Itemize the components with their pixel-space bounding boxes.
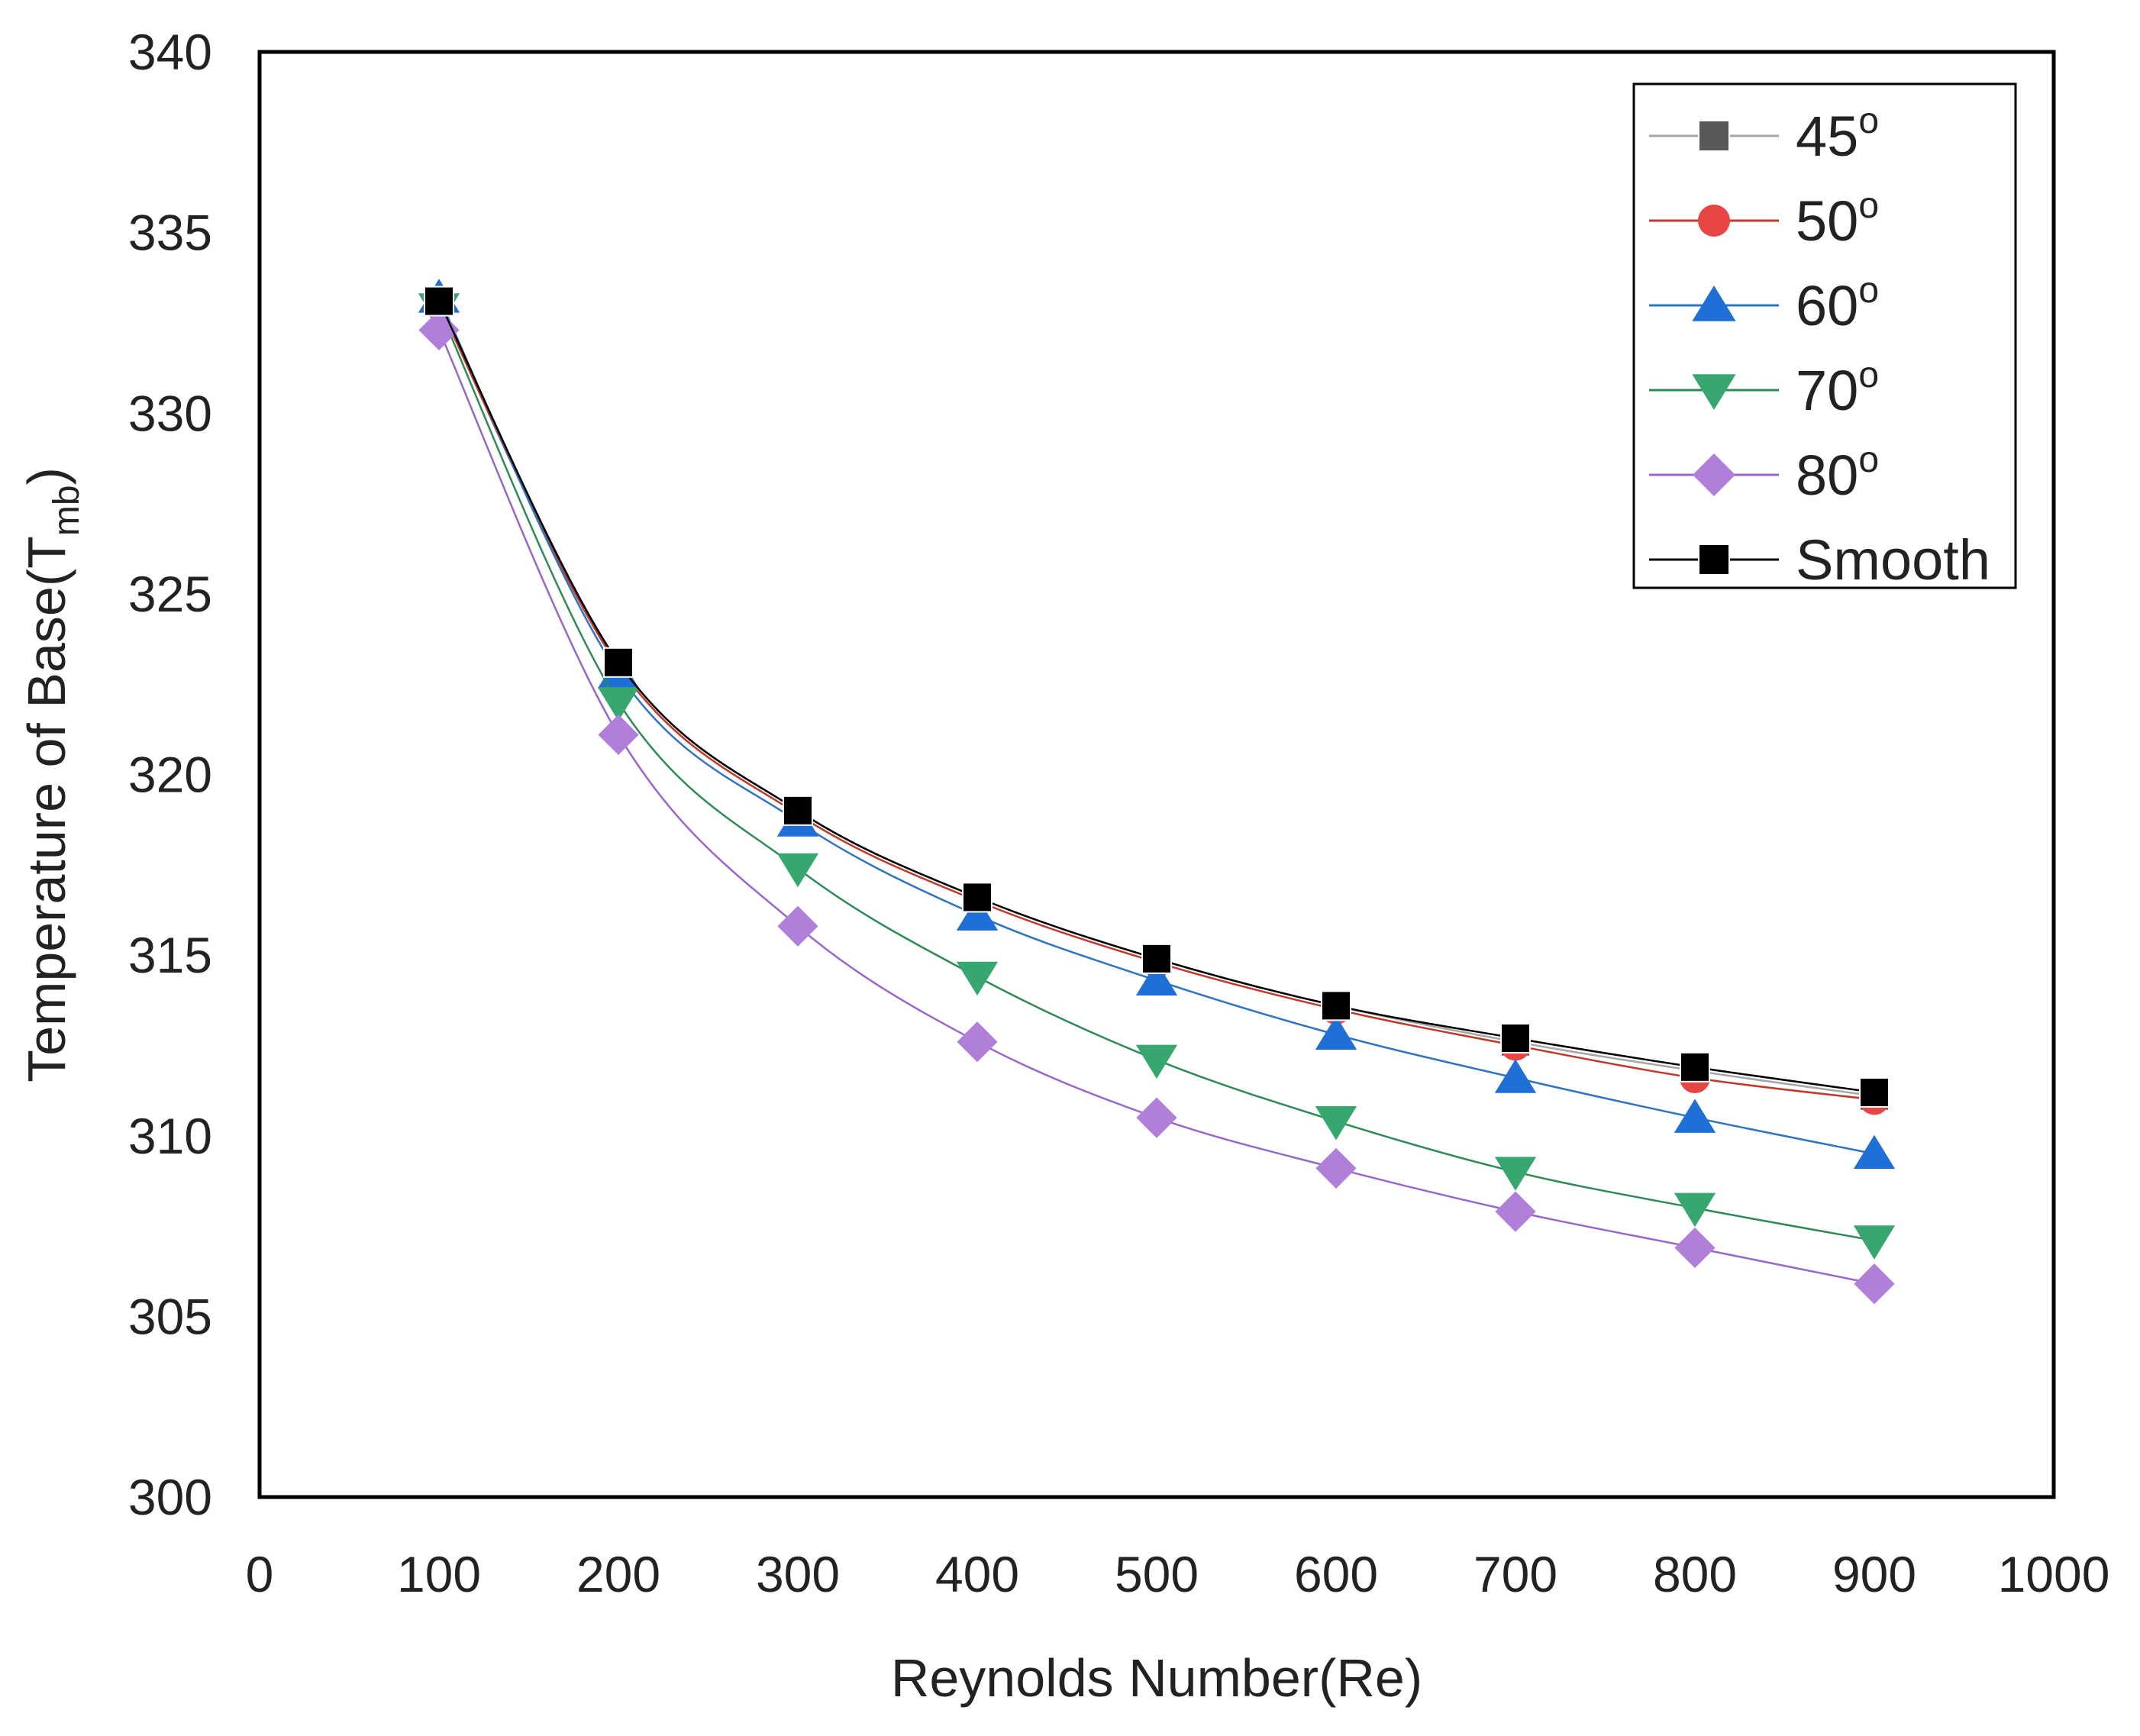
legend-label-text: 50 [1796,189,1858,253]
y-tick-label: 310 [128,1108,212,1164]
legend-label-text: 80 [1796,444,1858,507]
legend-degree: o [1858,440,1879,480]
y-tick-label: 340 [128,24,212,80]
legend-marker [1698,205,1730,237]
legend-label-text: Smooth [1796,528,1990,592]
y-tick-label: 335 [128,205,212,261]
data-point [597,687,640,721]
legend-degree: o [1858,186,1879,226]
x-tick-label: 800 [1653,1546,1737,1602]
x-tick-label: 400 [935,1546,1019,1602]
y-axis-title-sub: mb [47,485,87,536]
legend-item: Smooth [1649,528,1990,592]
legend-item: 60o [1649,270,1879,337]
data-point [777,905,818,947]
data-point [956,896,999,931]
legend-degree: o [1858,270,1879,311]
x-tick-label: 600 [1294,1546,1378,1602]
legend-marker [1693,453,1735,496]
legend-item: 45o [1649,101,1879,168]
series-smooth [424,286,1890,1108]
data-point [1853,1225,1896,1260]
legend-label: 70o [1796,355,1879,422]
y-axis-title-close: ) [17,467,76,485]
data-point [598,714,639,756]
x-tick-labels: 0 100 200 300 400 500 600 700 800 900 1000 [246,1546,2110,1602]
data-point [1680,1051,1710,1083]
legend-label: 80o [1796,440,1879,507]
data-point [1321,990,1351,1021]
x-tick-label: 900 [1832,1546,1916,1602]
legend-degree: o [1858,101,1879,141]
x-tick-label: 0 [246,1546,274,1602]
x-axis-title: Reynolds Number(Re) [891,1648,1422,1708]
legend-frame [1632,82,2017,589]
data-point [1674,1192,1716,1228]
data-point [1674,1227,1716,1269]
data-point [776,853,819,888]
data-point [1853,1134,1896,1170]
data-point [962,882,993,913]
legend-marker [1692,286,1736,321]
data-point [418,309,460,351]
x-tick-label: 100 [397,1546,481,1602]
data-point [1494,1157,1537,1191]
y-tick-label: 325 [128,566,212,622]
y-tick-label: 330 [128,385,212,441]
y-tick-label: 315 [128,927,212,983]
data-point [1859,1076,1890,1108]
x-tick-label: 200 [576,1546,660,1602]
x-tick-label: 300 [756,1546,840,1602]
data-point [1141,943,1172,974]
legend-label: 45o [1796,101,1879,168]
data-point [956,961,999,996]
data-point [1135,961,1178,996]
data-point [783,795,813,826]
x-tick-label: 1000 [1998,1546,2110,1602]
y-tick-labels: 300 305 310 315 320 325 330 335 340 [128,24,212,1525]
data-point [603,647,634,678]
plot-frame [257,50,2056,1499]
series-layer [418,279,1896,1305]
legend-item: 50o [1649,186,1879,253]
legend-degree: o [1858,355,1879,395]
data-point [1135,1044,1178,1079]
legend-label: 50o [1796,186,1879,253]
data-point [1315,1147,1357,1189]
y-tick-label: 305 [128,1288,212,1344]
data-point [1136,1097,1177,1138]
y-tick-label: 300 [128,1469,212,1525]
legend-item: 80o [1649,440,1879,507]
legend-marker [1698,544,1730,576]
y-axis-title-main: Temperature of Base(T [17,536,76,1083]
legend-label-text: 70 [1796,359,1858,422]
legend-label-text: 45 [1796,105,1858,168]
data-point [1500,1022,1531,1054]
legend-marker [1698,120,1730,152]
legend-label-text: 60 [1796,274,1858,337]
legend-label: 60o [1796,270,1879,337]
x-tick-label: 700 [1473,1546,1557,1602]
legend-marker [1692,374,1736,410]
data-point [1315,1106,1357,1141]
data-point [1494,1059,1537,1093]
data-point [1495,1191,1536,1232]
data-point [1854,1263,1895,1305]
x-tick-label: 500 [1115,1546,1199,1602]
legend-label: Smooth [1796,528,1990,592]
data-point [424,286,454,317]
legend-item: 70o [1649,355,1879,422]
series-80 [418,309,1895,1305]
data-point [957,1021,998,1063]
data-point [1674,1099,1716,1133]
data-point [1315,1015,1357,1050]
y-tick-label: 320 [128,747,212,803]
y-axis-title: Temperature of Base(Tmb) [17,467,87,1083]
